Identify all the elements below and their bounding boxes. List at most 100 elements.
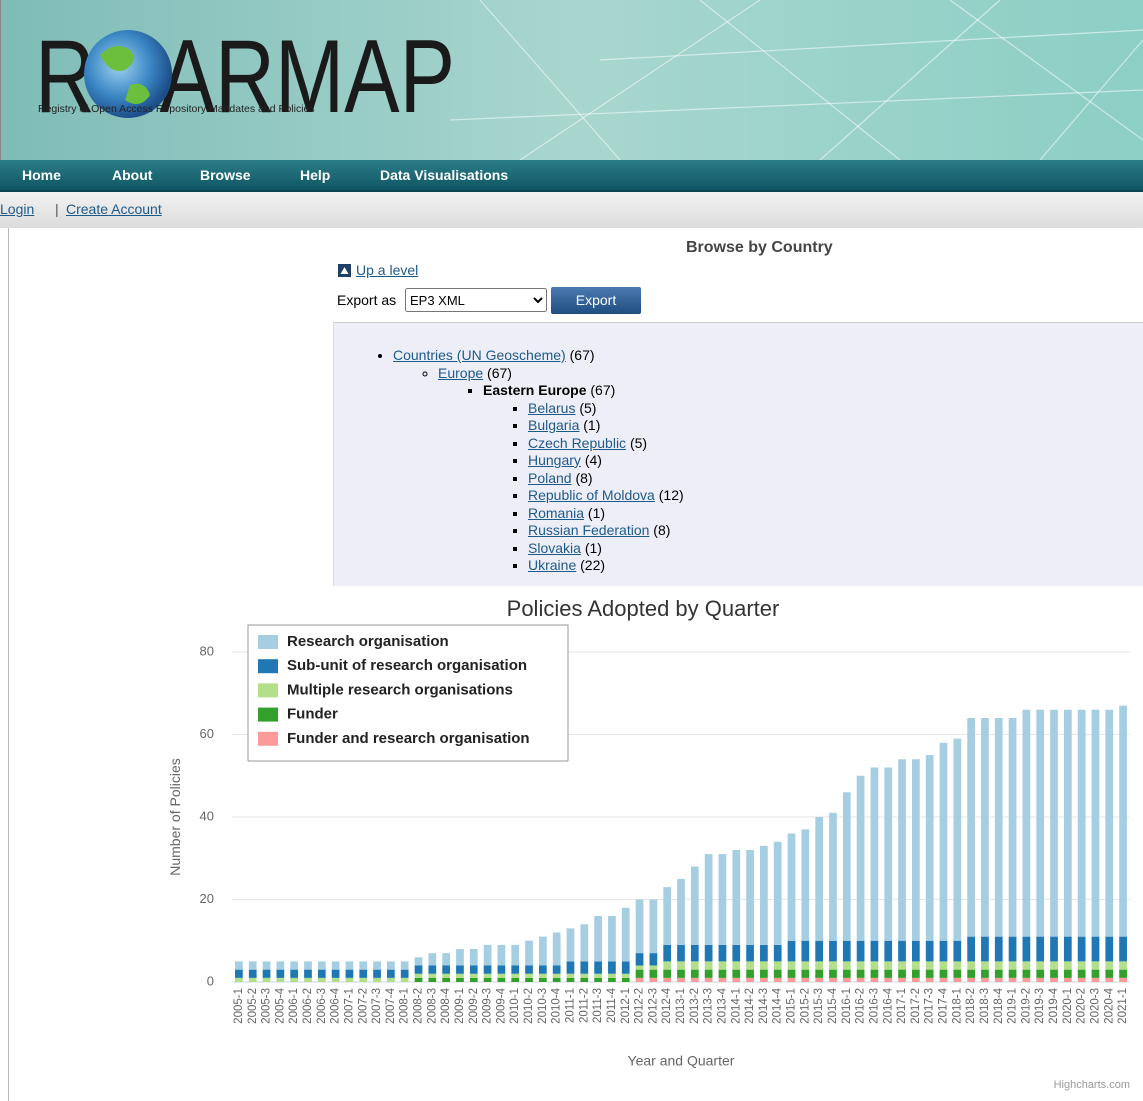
bar-segment — [871, 961, 879, 969]
bar-segment — [636, 900, 644, 954]
bar-segment — [719, 945, 727, 962]
bar-segment — [346, 978, 354, 982]
x-tick-label: 2015-1 — [786, 988, 798, 1024]
bar-segment — [801, 941, 809, 962]
nav-item[interactable]: Browse — [200, 167, 251, 183]
bar-segment — [898, 941, 906, 962]
tree-link[interactable]: Hungary — [528, 452, 581, 468]
x-tick-label: 2018-1 — [951, 988, 963, 1024]
bar-segment — [912, 759, 920, 941]
bar-segment — [387, 961, 395, 969]
export-select[interactable]: EP3 XML — [405, 288, 547, 312]
bar-segment — [788, 970, 796, 978]
credit[interactable]: Highcharts.com — [1054, 1079, 1130, 1091]
tree-link[interactable]: Countries (UN Geoscheme) — [393, 347, 566, 363]
bar-segment — [884, 970, 892, 978]
tree-count: (1) — [585, 540, 602, 556]
bar-segment — [553, 933, 561, 966]
x-tick-label: 2010-3 — [537, 988, 549, 1024]
x-tick-label: 2008-1 — [399, 988, 411, 1024]
tree-count: (4) — [585, 452, 602, 468]
bar-segment — [898, 970, 906, 978]
tree-link[interactable]: Romania — [528, 505, 584, 521]
x-tick-label: 2006-3 — [316, 988, 328, 1024]
bar-segment — [650, 966, 658, 970]
bar-segment — [1105, 978, 1113, 982]
bar-segment — [594, 961, 602, 973]
bar-segment — [511, 974, 519, 978]
bar-segment — [981, 937, 989, 962]
bar-segment — [1064, 970, 1072, 978]
x-tick-label: 2016-3 — [868, 988, 880, 1024]
bar-segment — [995, 718, 1003, 937]
legend-swatch — [258, 708, 278, 722]
tree-link[interactable]: Russian Federation — [528, 522, 649, 538]
bar-segment — [663, 978, 671, 982]
tree-link[interactable]: Europe — [438, 365, 483, 381]
bar-segment — [677, 945, 685, 962]
nav-item[interactable]: Home — [22, 167, 61, 183]
x-tick-label: 2019-1 — [1007, 988, 1019, 1024]
bar-segment — [829, 970, 837, 978]
x-tick-label: 2013-3 — [703, 988, 715, 1024]
bar-segment — [1105, 710, 1113, 937]
bar-segment — [511, 966, 519, 974]
tree-link[interactable]: Czech Republic — [528, 435, 626, 451]
tree-count: (8) — [575, 470, 592, 486]
bar-segment — [567, 928, 575, 961]
bar-segment — [884, 961, 892, 969]
nav-bar: Home About Browse Help Data Visualisations — [0, 160, 1143, 192]
x-tick-label: 2020-2 — [1076, 988, 1088, 1024]
bar-segment — [732, 978, 740, 982]
bar-segment — [774, 961, 782, 969]
x-tick-label: 2005-2 — [247, 988, 259, 1024]
tree-link[interactable]: Poland — [528, 470, 572, 486]
bar-segment — [401, 961, 409, 969]
bar-segment — [1064, 710, 1072, 937]
x-tick-label: 2011-1 — [565, 988, 577, 1023]
bar-segment — [691, 978, 699, 982]
bar-segment — [760, 970, 768, 978]
bar-segment — [926, 978, 934, 982]
bar-segment — [580, 978, 588, 982]
tree-link[interactable]: Ukraine — [528, 557, 576, 573]
up-icon — [338, 264, 351, 277]
bar-segment — [719, 854, 727, 945]
bar-segment — [456, 949, 464, 966]
bar-segment — [1036, 978, 1044, 982]
create-account-link[interactable]: Create Account — [66, 201, 162, 217]
bar-segment — [608, 961, 616, 973]
x-tick-label: 2015-2 — [799, 988, 811, 1024]
logo-subtitle: Registry of Open Access Repository Manda… — [38, 103, 315, 115]
nav-item[interactable]: Help — [300, 167, 330, 183]
tree-link[interactable]: Belarus — [528, 400, 575, 416]
login-link[interactable]: Login — [0, 201, 34, 217]
bar-segment — [1009, 718, 1017, 937]
bar-segment — [815, 961, 823, 969]
bar-segment — [235, 978, 243, 982]
x-tick-label: 2006-4 — [330, 987, 342, 1023]
bar-segment — [539, 978, 547, 982]
tree-current: Eastern Europe — [483, 382, 586, 398]
nav-item[interactable]: About — [112, 167, 152, 183]
bar-segment — [553, 966, 561, 974]
bar-segment — [1078, 970, 1086, 978]
bar-segment — [1078, 937, 1086, 962]
bar-segment — [981, 970, 989, 978]
x-tick-label: 2007-2 — [357, 988, 369, 1024]
bar-segment — [290, 970, 298, 978]
nav-item[interactable]: Data Visualisations — [380, 167, 508, 183]
tree-link[interactable]: Republic of Moldova — [528, 487, 655, 503]
bar-segment — [940, 978, 948, 982]
export-button[interactable]: Export — [551, 287, 641, 314]
bar-segment — [760, 846, 768, 945]
bar-segment — [857, 941, 865, 962]
bar-segment — [691, 970, 699, 978]
bar-segment — [636, 970, 644, 978]
bar-segment — [359, 961, 367, 969]
tree-link[interactable]: Bulgaria — [528, 417, 579, 433]
export-label: Export as — [337, 292, 396, 308]
bar-segment — [1023, 710, 1031, 937]
up-level-link[interactable]: Up a level — [356, 262, 418, 278]
tree-link[interactable]: Slovakia — [528, 540, 581, 556]
